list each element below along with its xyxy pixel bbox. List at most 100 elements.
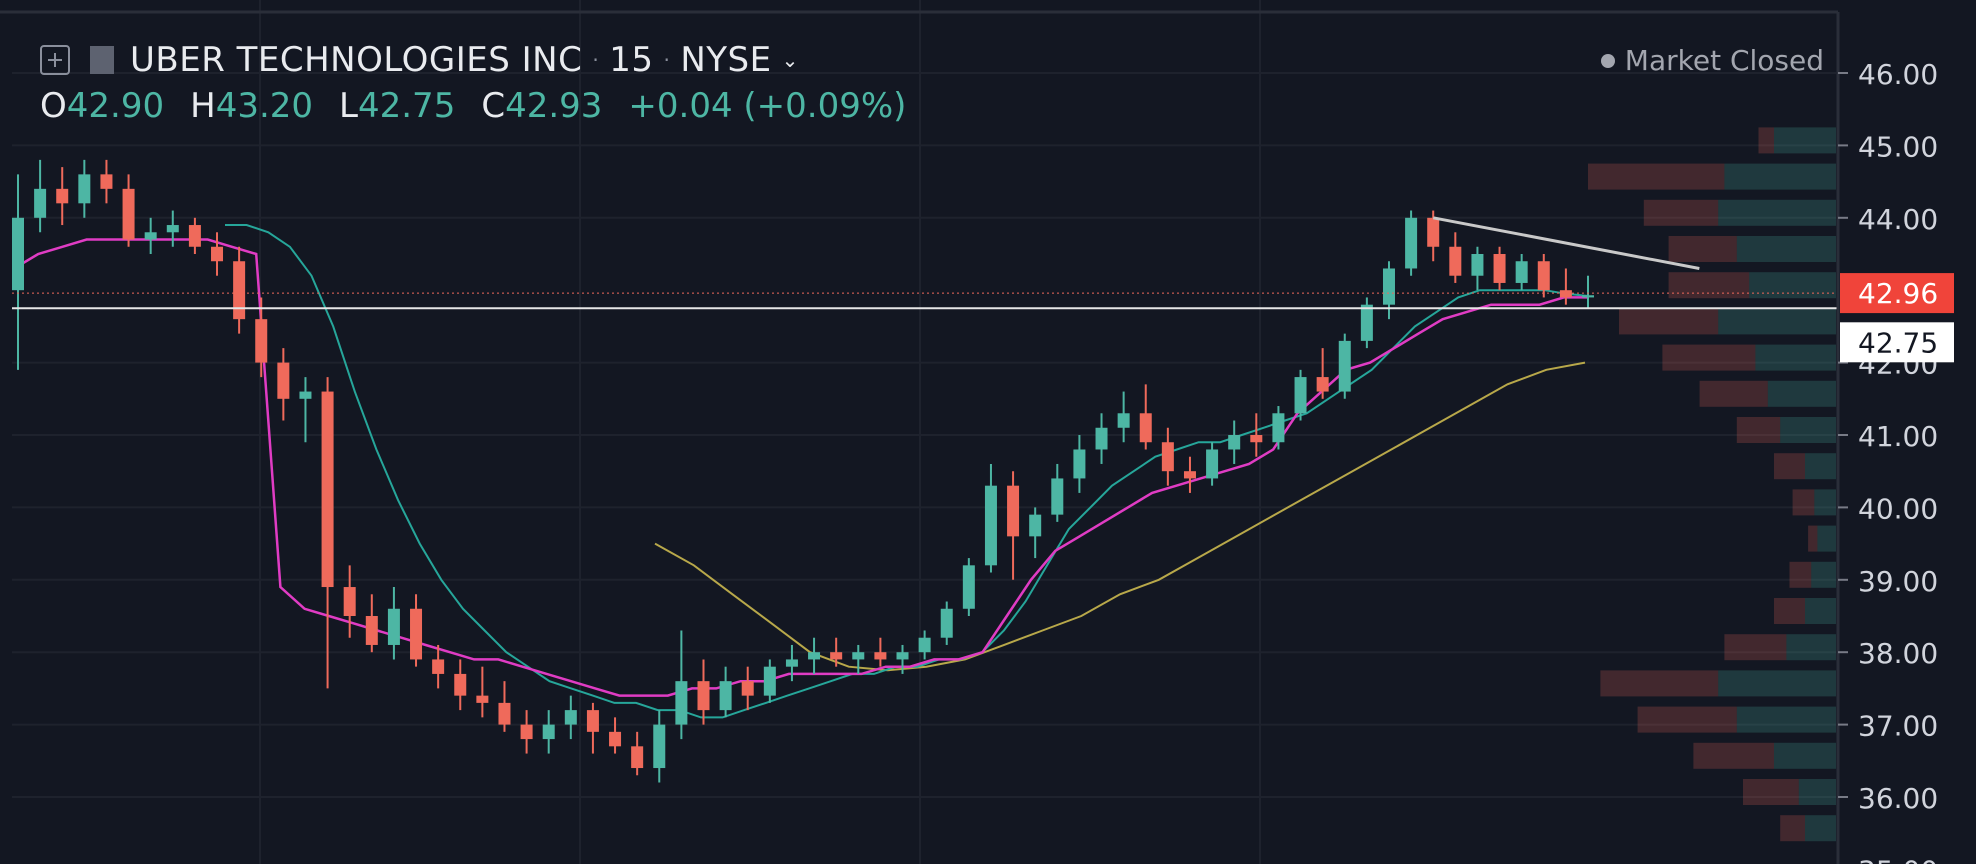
volume-bar-up	[1786, 634, 1836, 661]
change-value: +0.04 (+0.09%)	[628, 86, 907, 126]
volume-bar-down	[1789, 561, 1812, 588]
volume-bar-down	[1637, 706, 1737, 733]
candle-body	[34, 188, 47, 218]
volume-bar-up	[1755, 344, 1836, 371]
candle-body	[940, 608, 953, 638]
volume-bar-up	[1805, 815, 1836, 842]
candle-body	[122, 188, 135, 240]
y-tick-label: 44.00	[1858, 203, 1938, 236]
volume-bar-up	[1805, 598, 1836, 624]
candle-body	[808, 652, 821, 660]
candle-body	[277, 362, 290, 399]
candle-body	[852, 652, 865, 660]
candle-body	[166, 225, 179, 233]
candle-body	[343, 587, 356, 616]
candle-body	[144, 232, 157, 240]
volume-bar-up	[1805, 453, 1836, 480]
ohlc-readout: O42.90 H43.20 L42.75 C42.93 +0.04 (+0.09…	[40, 86, 906, 126]
chart-overlays	[12, 216, 1838, 310]
y-tick-label: 41.00	[1858, 420, 1938, 453]
candle-body	[1117, 413, 1130, 428]
candle-body	[233, 261, 246, 320]
volume-bar-up	[1736, 236, 1836, 262]
indicator-lines	[13, 224, 1589, 719]
volume-bar-down	[1724, 634, 1787, 661]
candle-body	[586, 710, 599, 732]
candle-body	[1294, 377, 1307, 414]
ohlc-open: O42.90	[40, 86, 165, 126]
candle-body	[1515, 261, 1528, 283]
candle-body	[365, 616, 378, 645]
symbol-header: UBER TECHNOLOGIES INC · 15 · NYSE ⌄	[40, 40, 799, 80]
volume-bar-down	[1643, 199, 1719, 226]
volume-bar-down	[1668, 272, 1750, 299]
volume-bar-up	[1814, 489, 1836, 516]
candle-body	[564, 710, 577, 725]
candle-body	[609, 731, 622, 747]
candle-body	[78, 174, 91, 204]
market-status: Market Closed	[1600, 44, 1824, 77]
candle-body	[1228, 435, 1241, 450]
volume-bar-up	[1718, 308, 1836, 335]
volume-bar-up	[1798, 779, 1836, 805]
last-price-badge	[1840, 273, 1954, 314]
line-price-label: 42.75	[1858, 326, 1938, 359]
ohlc-low: L42.75	[339, 86, 456, 126]
ohlc-high: H43.20	[190, 86, 314, 126]
candle-body	[1272, 413, 1285, 443]
y-tick-label: 38.00	[1858, 637, 1938, 670]
volume-bar-up	[1774, 127, 1836, 154]
candle-body	[984, 485, 997, 566]
volume-profile	[1588, 127, 1836, 842]
candle-body	[1449, 246, 1462, 276]
volume-bar-down	[1758, 127, 1774, 154]
candle-body	[1029, 514, 1042, 537]
candle-body	[1360, 304, 1373, 341]
interval-label[interactable]: 15	[609, 40, 654, 80]
volume-bar-down	[1668, 236, 1737, 262]
volume-bar-down	[1619, 308, 1719, 335]
candle-body	[299, 391, 312, 399]
candle-body	[1095, 427, 1108, 450]
exchange-label[interactable]: NYSE	[680, 40, 772, 80]
chevron-down-icon[interactable]: ⌄	[781, 48, 799, 72]
flag-icon[interactable]	[90, 46, 114, 74]
market-status-text: Market Closed	[1624, 44, 1824, 77]
candle-body	[1427, 217, 1440, 247]
volume-bar-down	[1774, 598, 1805, 624]
volume-bar-up	[1724, 163, 1836, 190]
candle-body	[1559, 290, 1572, 298]
volume-bar-down	[1743, 779, 1799, 805]
last-price-label: 42.96	[1858, 277, 1938, 310]
ohlc-close: C42.93	[481, 86, 603, 126]
volume-bar-down	[1699, 380, 1768, 407]
separator-dot: ·	[592, 48, 600, 72]
volume-bar-up	[1718, 199, 1836, 226]
y-tick-label: 39.00	[1858, 565, 1938, 598]
volume-bar-up	[1736, 706, 1836, 733]
volume-bar-down	[1792, 489, 1815, 516]
volume-bar-up	[1817, 525, 1836, 552]
candle-body	[631, 746, 644, 769]
y-tick-label: 37.00	[1858, 710, 1938, 743]
candle-body	[653, 724, 666, 769]
status-dot-icon	[1600, 53, 1615, 68]
symbol-name[interactable]: UBER TECHNOLOGIES INC	[130, 40, 583, 80]
y-tick-label: 45.00	[1858, 130, 1938, 163]
volume-bar-down	[1780, 815, 1805, 842]
candle-body	[1183, 471, 1196, 479]
volume-bar-down	[1808, 525, 1818, 552]
candle-body	[1073, 449, 1086, 479]
candle-body	[830, 652, 843, 660]
candle-body	[476, 695, 489, 703]
candle-body	[741, 681, 754, 696]
candle-body	[1139, 413, 1152, 443]
ma-slow-line	[654, 361, 1586, 672]
candle-body	[785, 659, 798, 667]
volume-bar-down	[1662, 344, 1756, 371]
price-axis[interactable]: 46.0045.0044.0042.0041.0040.0039.0038.00…	[1836, 0, 1976, 864]
plus-square-icon[interactable]	[40, 45, 70, 75]
candle-body	[188, 225, 201, 247]
